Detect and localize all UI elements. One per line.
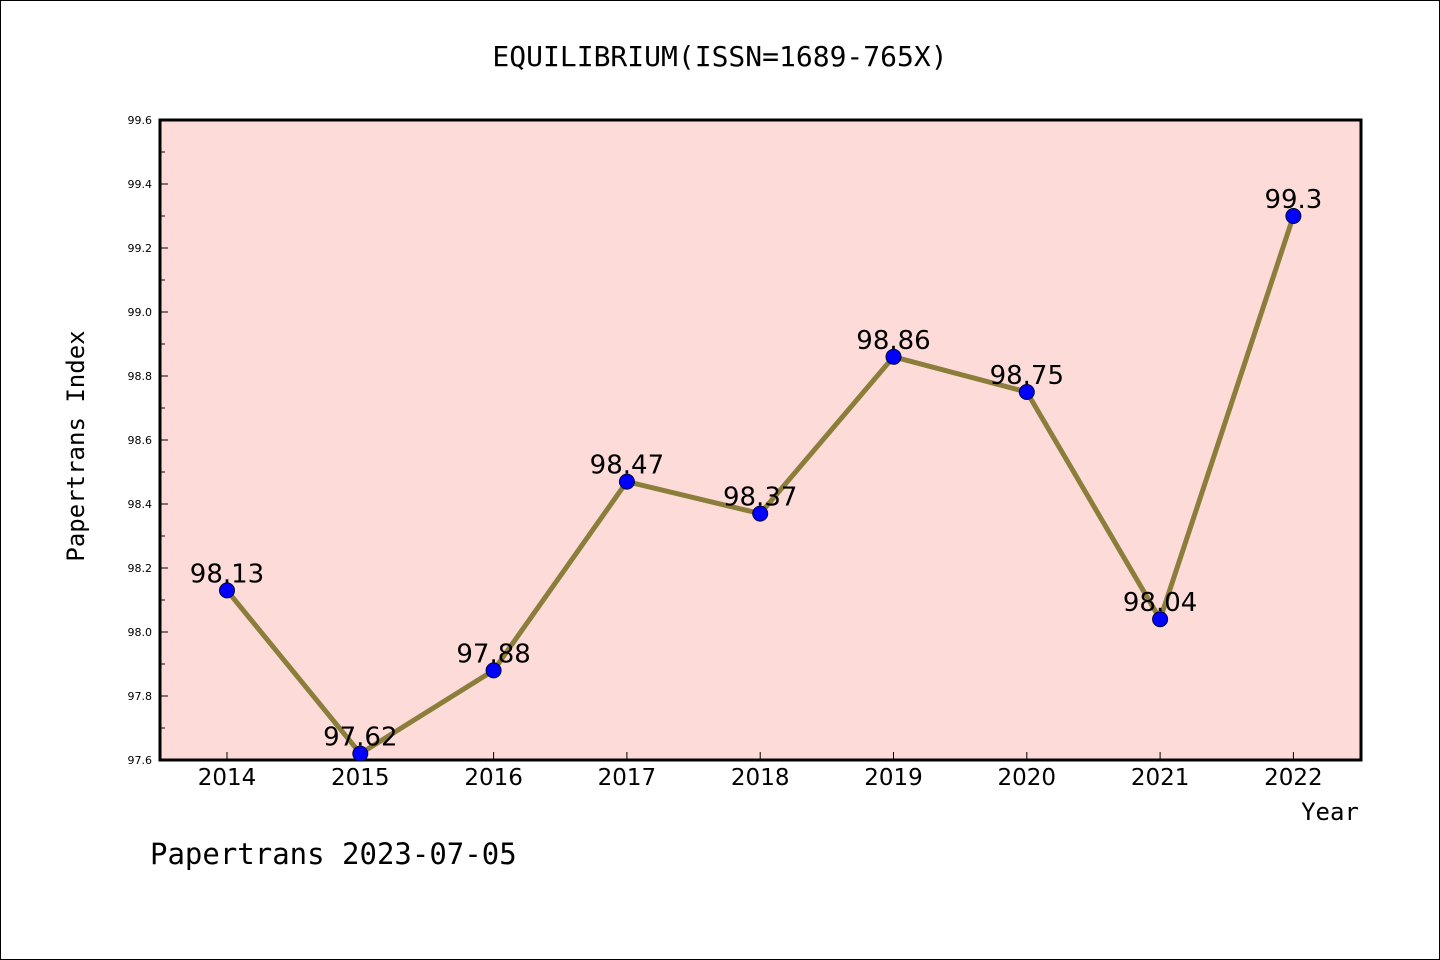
y-tick-label: 97.6 [128,754,153,767]
x-tick-label: 2021 [1131,765,1190,791]
x-tick-label: 2017 [598,765,657,791]
data-label: 98.04 [1123,588,1197,618]
y-tick-label: 98.6 [128,434,153,447]
data-label: 99.3 [1264,185,1322,215]
x-tick-label: 2022 [1264,765,1323,791]
y-axis: 97.6 97.8 98.0 98.2 98.4 98.6 98.8 99.0 99.2 99.4… [128,114,168,767]
y-tick-label: 99.4 [128,178,153,191]
y-tick-label: 97.8 [128,690,153,703]
y-tick-label: 99.2 [128,242,153,255]
x-tick-label: 2019 [864,765,923,791]
data-label: 97.88 [456,639,530,669]
y-tick-label: 98.2 [128,562,153,575]
y-axis-label: Papertrans Index [62,330,90,561]
y-tick-label: 99.0 [128,306,153,319]
data-label: 98.86 [856,326,930,356]
data-point [485,662,502,679]
data-labels: 98.13 97.62 97.88 98.47 98.37 98.86 98.75 98.04… [190,185,1323,753]
data-label: 98.75 [990,361,1064,391]
x-tick-label: 2018 [731,765,790,791]
x-tick-label: 2020 [998,765,1057,791]
x-tick-label: 2014 [198,765,257,791]
data-point [1018,384,1035,400]
data-point [1152,611,1169,628]
x-axis-label: Year [1301,798,1359,826]
data-label: 98.13 [190,559,264,589]
data-point [885,348,902,365]
chart-title: EQUILIBRIUM(ISSN=1689-765X) [492,40,947,73]
data-point [352,745,369,762]
data-label: 98.47 [590,451,664,481]
data-point [618,473,635,490]
data-point [219,582,235,599]
data-point [1285,208,1302,224]
y-tick-label: 99.6 [128,114,153,127]
y-tick-label: 98.4 [128,498,153,511]
data-label: 98.37 [723,483,797,513]
x-axis: 2014 2015 2016 2017 2018 2019 2020 2021 2022 [198,752,1323,791]
footer-text: Papertrans 2023-07-05 [150,837,517,871]
data-label: 97.62 [323,723,397,753]
y-tick-label: 98.0 [128,626,153,639]
y-tick-label: 98.8 [128,370,153,383]
x-tick-label: 2015 [331,765,390,791]
data-markers [219,208,1302,762]
plot-area [158,118,1363,762]
data-point [752,505,769,522]
x-tick-label: 2016 [464,765,523,791]
